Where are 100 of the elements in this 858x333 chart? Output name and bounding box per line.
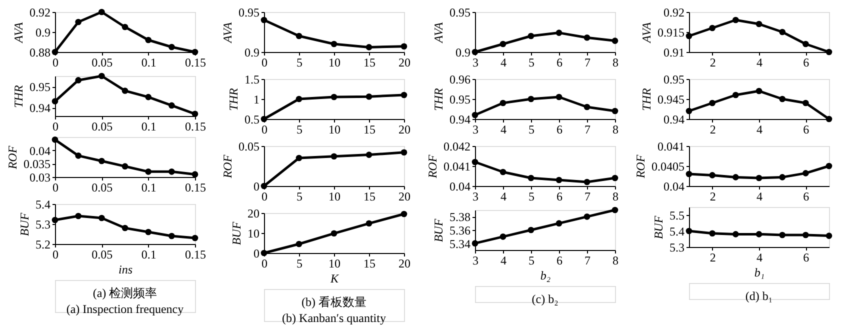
y-axis-title: THR <box>432 87 446 111</box>
point <box>122 24 128 30</box>
y-tick-label: 0.9 <box>36 26 50 40</box>
y-axis-title: BUF <box>652 215 666 240</box>
point <box>75 77 82 84</box>
point <box>75 18 82 26</box>
point <box>756 174 762 182</box>
x-tick-label: 2 <box>710 56 716 70</box>
x-tick-label: 5 <box>528 122 534 136</box>
point <box>826 162 832 170</box>
y-tick-label: 0.04 <box>30 144 50 158</box>
point <box>122 224 128 232</box>
x-tick-label: 5 <box>296 56 302 70</box>
point <box>686 32 692 40</box>
point <box>756 20 762 28</box>
x-tick-label: 5 <box>528 254 534 268</box>
point <box>296 240 302 248</box>
y-tick-label: 0.95 <box>238 6 260 20</box>
text: (b) 看板数量 <box>302 295 366 309</box>
x-tick-label: 6 <box>803 190 810 204</box>
x-axis-title: b₂ <box>540 268 551 282</box>
point <box>826 48 832 56</box>
point <box>584 178 590 186</box>
x-tick-label: 6 <box>556 56 562 70</box>
y-tick-label: 5.3 <box>36 218 50 232</box>
x-tick-label: 10 <box>328 190 340 204</box>
x-tick-label: 5 <box>296 256 302 270</box>
y-tick-label: 0.042 <box>444 140 470 154</box>
y-tick-label: 0.041 <box>658 140 684 154</box>
y-tick-label: 5.3 <box>670 240 684 254</box>
point <box>52 48 58 56</box>
y-tick-label: 0.05 <box>238 140 260 154</box>
point <box>296 32 302 40</box>
x-tick-label: 15 <box>364 190 376 204</box>
point <box>98 158 105 164</box>
point <box>168 232 175 240</box>
x-tick-label: 6 <box>803 250 810 264</box>
point <box>500 234 506 240</box>
x-tick-label: 6 <box>556 254 562 268</box>
point <box>260 182 268 190</box>
y-tick-label: 5.2 <box>36 238 50 252</box>
y-axis-title: ROF <box>634 154 648 180</box>
point <box>168 168 175 175</box>
point <box>192 234 198 242</box>
y-axis-title: ROF <box>220 154 234 180</box>
text: (c) b₂ <box>532 292 558 306</box>
x-tick-label: 4 <box>500 122 506 136</box>
y-tick-label: 20 <box>248 206 260 220</box>
x-tick-label: 3 <box>472 190 478 204</box>
y-tick-label: 5.36 <box>450 224 470 238</box>
y-tick-label: 0.94 <box>664 112 684 126</box>
x-tick-label: 7 <box>584 190 590 204</box>
x-tick-label: 20 <box>398 56 410 70</box>
point <box>168 102 175 109</box>
point <box>500 168 506 176</box>
x-tick-label: 0.05 <box>92 248 113 262</box>
point <box>192 171 198 178</box>
y-tick-label: 5.4 <box>36 198 50 212</box>
x-tick-label: 4 <box>756 56 762 70</box>
point <box>556 176 562 184</box>
y-tick-label: 0.04 <box>664 180 684 194</box>
point <box>168 44 175 50</box>
point <box>145 36 152 44</box>
y-tick-label: 0.9 <box>244 46 260 60</box>
x-tick-label: 5 <box>296 122 302 136</box>
point <box>528 96 534 102</box>
point <box>779 96 786 102</box>
x-tick-label: 10 <box>328 256 340 270</box>
point <box>296 154 302 162</box>
point <box>779 174 786 180</box>
x-tick-label: 5 <box>528 190 534 204</box>
x-tick-label: 10 <box>328 56 340 70</box>
point <box>686 170 692 178</box>
point <box>330 230 338 237</box>
point <box>366 44 372 50</box>
point <box>802 100 809 106</box>
x-axis-title: b₁ <box>754 266 765 280</box>
x-tick-label: 0.15 <box>185 180 206 194</box>
point <box>826 116 832 122</box>
y-axis-title: AVA <box>12 22 26 44</box>
point <box>802 40 809 48</box>
point <box>260 116 268 122</box>
point <box>296 96 302 102</box>
point <box>612 38 618 44</box>
x-tick-label: 0.05 <box>92 120 113 134</box>
point <box>75 212 82 220</box>
text: (d) b₁ <box>745 289 773 303</box>
x-tick-label: 15 <box>364 122 376 136</box>
point <box>400 210 408 218</box>
point <box>366 152 372 158</box>
point <box>122 88 128 94</box>
y-tick-label: 0.035 <box>24 157 50 172</box>
y-tick-label: 0.9 <box>456 46 470 60</box>
x-tick-label: 0.15 <box>185 248 206 262</box>
point <box>556 220 562 226</box>
point <box>330 94 338 100</box>
point <box>779 28 786 36</box>
x-tick-label: 8 <box>612 254 618 268</box>
point <box>732 92 739 98</box>
x-tick-label: 0.1 <box>141 56 156 70</box>
